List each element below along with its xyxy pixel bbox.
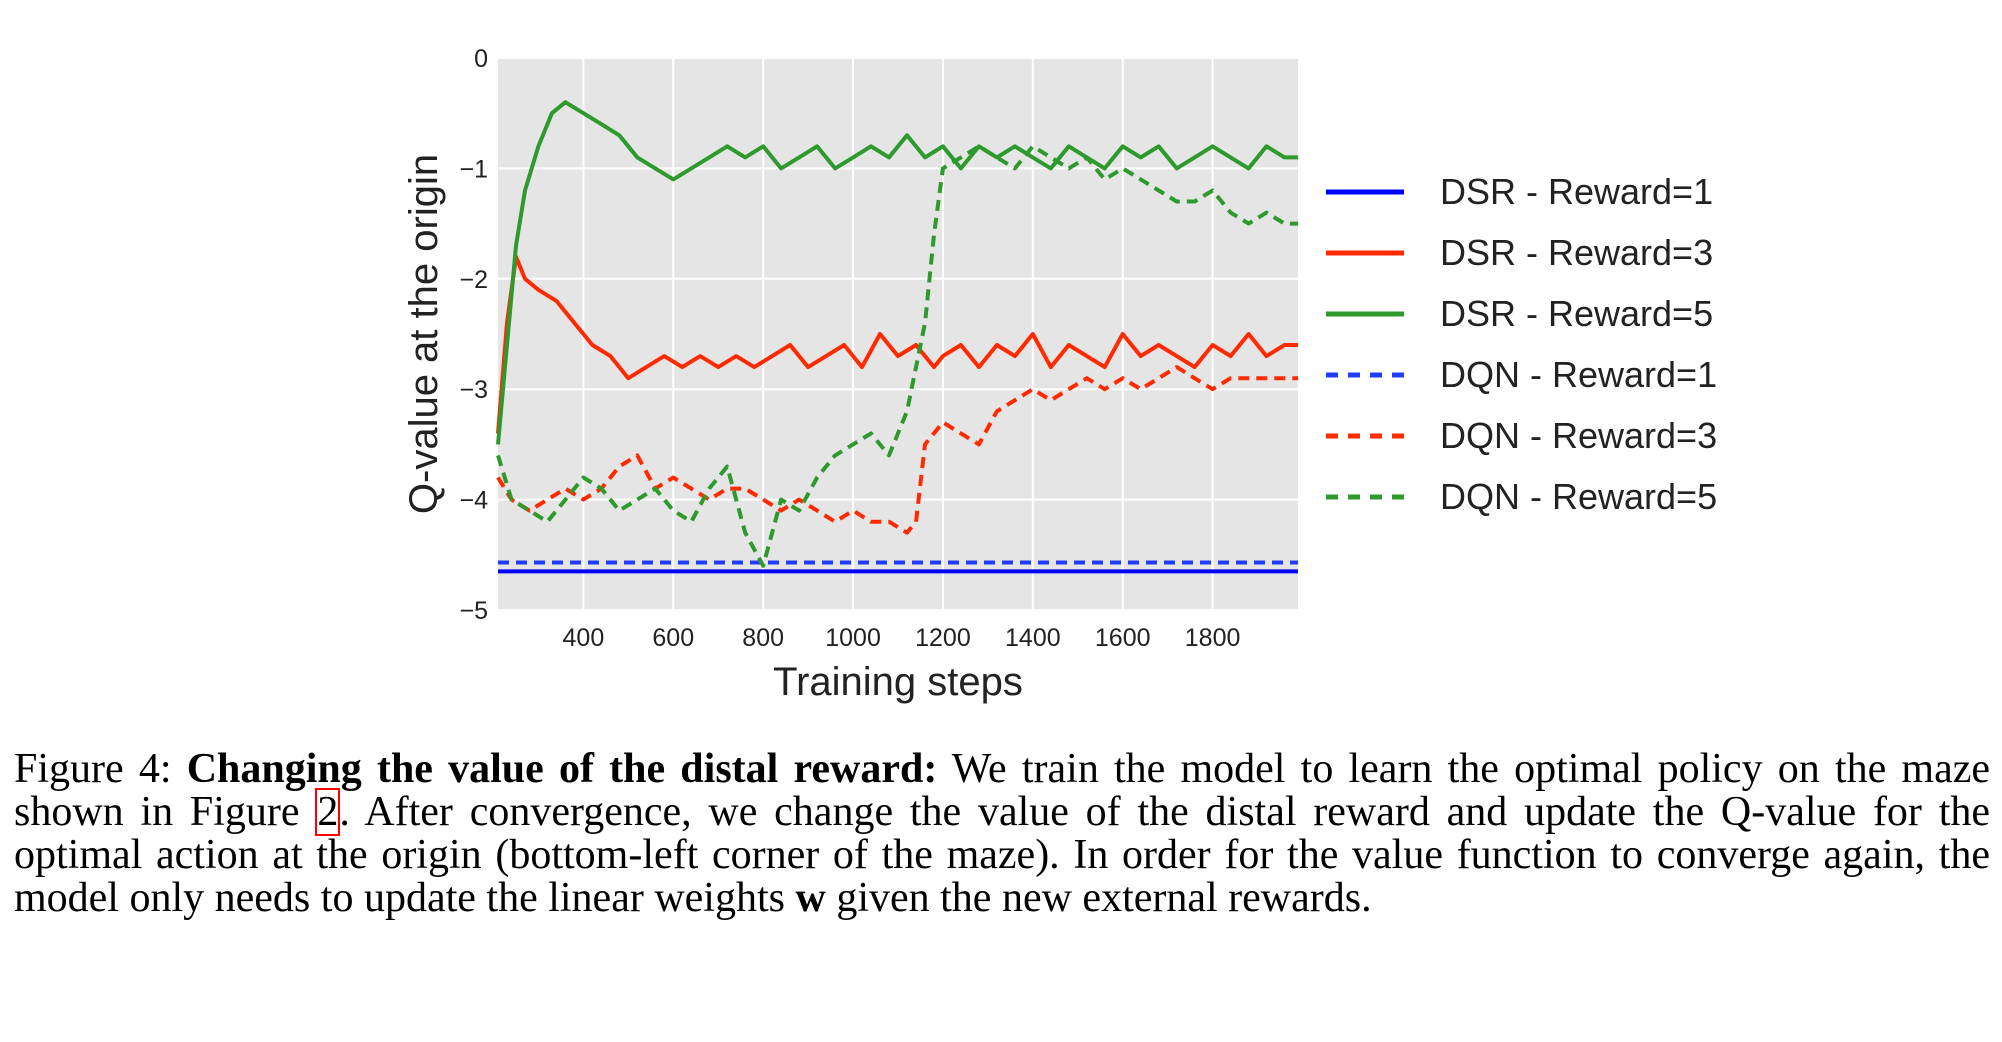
x-axis-label: Training steps	[773, 660, 1023, 704]
x-tick-labels: 400 600 800 1000 1200 1400 1600 1800	[563, 624, 1241, 652]
legend-label: DQN - Reward=5	[1440, 476, 1717, 517]
x-tick-label: 600	[652, 624, 694, 652]
x-tick-label: 1200	[915, 624, 971, 652]
x-tick-label: 800	[742, 624, 784, 652]
y-tick-label: 0	[474, 45, 488, 73]
y-tick-label: −4	[459, 487, 488, 515]
legend-label: DSR - Reward=3	[1440, 232, 1713, 273]
series-line-6	[496, 144, 1298, 568]
weights-symbol: w	[795, 875, 826, 921]
series-line-3	[496, 100, 1298, 445]
y-tick-label: −5	[459, 597, 488, 625]
x-tick-label: 1000	[825, 624, 881, 652]
legend-label: DQN - Reward=3	[1440, 415, 1717, 456]
figure-label: Figure 4:	[14, 746, 172, 792]
y-tick-label: −3	[459, 376, 488, 404]
chart: 400 600 800 1000 1200 1400 1600 1800 0 −1 −2 −3 −4 −…	[402, 45, 1717, 704]
figure-ref-link[interactable]: 2	[315, 788, 341, 836]
y-tick-labels: 0 −1 −2 −3 −4 −5	[459, 45, 488, 625]
caption-text-2: . After convergence, we change the value…	[14, 789, 1991, 921]
legend-label: DSR - Reward=5	[1440, 293, 1713, 334]
y-tick-label: −2	[459, 266, 488, 294]
legend-label: DQN - Reward=1	[1440, 354, 1717, 395]
series-lines	[496, 100, 1298, 574]
caption-text-3: given the new external rewards.	[836, 875, 1372, 921]
y-axis-label: Q-value at the origin	[402, 154, 446, 514]
legend-label: DSR - Reward=1	[1440, 171, 1713, 212]
x-tick-label: 1400	[1005, 624, 1061, 652]
series-line-2	[496, 254, 1298, 434]
caption-text-1: We train the model to learn the optimal …	[14, 746, 1991, 835]
x-tick-label: 1600	[1095, 624, 1151, 652]
figure-caption: Figure 4: Changing the value of the dist…	[14, 748, 1990, 920]
caption-title: Changing the value of the distal reward:	[186, 746, 938, 792]
y-tick-label: −1	[459, 155, 488, 183]
plot-background	[498, 58, 1298, 610]
series-line-5	[496, 365, 1298, 535]
legend: DSR - Reward=1 DSR - Reward=3 DSR - Reward…	[1326, 171, 1717, 517]
x-tick-label: 1800	[1185, 624, 1241, 652]
x-tick-label: 400	[563, 624, 605, 652]
